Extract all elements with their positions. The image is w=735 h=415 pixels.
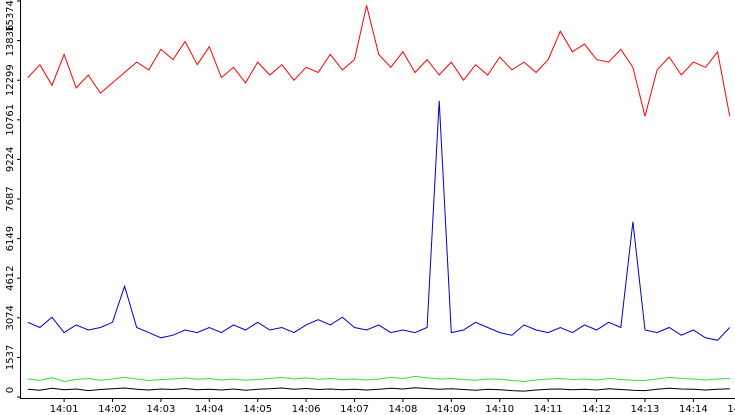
y-tick-label: 6149 bbox=[5, 226, 16, 251]
x-tick-label: 14:06 bbox=[292, 404, 321, 415]
x-tick-label: 14:12 bbox=[582, 404, 611, 415]
x-tick-label: 14:07 bbox=[340, 404, 369, 415]
x-tick-label: 14:10 bbox=[485, 404, 514, 415]
series-line bbox=[27, 375, 730, 383]
x-tick-label: 14:05 bbox=[243, 404, 272, 415]
x-tick-label: 14:02 bbox=[98, 404, 127, 415]
x-tick-label: 14:13 bbox=[631, 404, 660, 415]
x-tick-label: 14:15 bbox=[727, 404, 735, 415]
y-tick-label: 0 bbox=[5, 387, 16, 393]
y-tick-label: 7687 bbox=[5, 186, 16, 211]
x-tick-label: 14:09 bbox=[437, 404, 466, 415]
y-tick-label: 4612 bbox=[5, 265, 16, 290]
x-tick-label: 14:03 bbox=[147, 404, 176, 415]
y-tick-label: 3074 bbox=[5, 305, 16, 330]
x-tick-label: 14:01 bbox=[50, 404, 79, 415]
y-tick-label: 13836 bbox=[5, 25, 16, 57]
x-tick-label: 14:08 bbox=[389, 404, 418, 415]
y-tick-label: 1537 bbox=[5, 345, 16, 370]
y-tick-label: 9224 bbox=[5, 147, 16, 172]
y-tick-label: 10761 bbox=[5, 104, 16, 136]
series-line bbox=[27, 5, 731, 117]
series-line bbox=[27, 100, 731, 341]
x-tick-label: 14:14 bbox=[679, 404, 708, 415]
series-line bbox=[27, 387, 730, 392]
x-tick-label: 14:04 bbox=[195, 404, 224, 415]
y-tick-label: 15374 bbox=[5, 0, 16, 32]
y-tick-label: 12299 bbox=[5, 64, 16, 96]
x-tick-label: 14:11 bbox=[534, 404, 563, 415]
